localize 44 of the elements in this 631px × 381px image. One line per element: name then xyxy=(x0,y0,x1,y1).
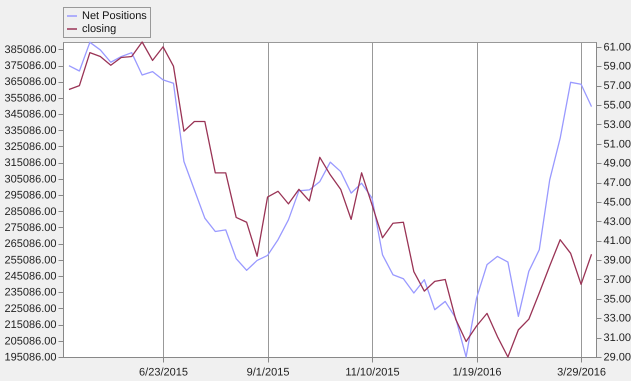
y2-tick-label: 29.00 xyxy=(604,352,631,364)
y2-tick-label: 55.00 xyxy=(604,100,631,112)
y-tick-label: 245086.00 xyxy=(4,270,56,283)
y2-tick-label: 47.00 xyxy=(604,177,631,190)
y2-tick-label: 49.00 xyxy=(604,158,631,170)
legend-label: Net Positions xyxy=(82,10,148,22)
x-tick-label: 3/29/2016 xyxy=(557,366,606,378)
y-tick-label: 355086.00 xyxy=(4,92,56,104)
y2-tick-label: 61.00 xyxy=(604,41,631,54)
y-tick-label: 345086.00 xyxy=(4,108,56,121)
y-tick-label: 225086.00 xyxy=(4,302,56,315)
x-tick-label: 9/1/2015 xyxy=(246,366,290,378)
y-tick-label: 335086.00 xyxy=(4,124,56,137)
legend-label: closing xyxy=(82,23,116,35)
y-tick-label: 215086.00 xyxy=(4,319,56,332)
y-tick-label: 205086.00 xyxy=(4,335,56,348)
x-tick-label: 1/19/2016 xyxy=(452,366,502,378)
y2-tick-label: 59.00 xyxy=(604,60,631,73)
y2-tick-label: 35.00 xyxy=(604,293,631,306)
y2-tick-label: 39.00 xyxy=(604,254,631,267)
x-tick-label: 6/23/2015 xyxy=(139,366,188,378)
y-tick-label: 305086.00 xyxy=(4,173,56,186)
y-tick-label: 275086.00 xyxy=(4,222,56,234)
y-tick-label: 285086.00 xyxy=(4,206,56,218)
y-tick-label: 195086.00 xyxy=(4,352,56,364)
y-tick-label: 255086.00 xyxy=(4,254,56,266)
y2-tick-label: 43.00 xyxy=(604,216,631,228)
y2-tick-label: 51.00 xyxy=(604,138,631,150)
y-tick-label: 325086.00 xyxy=(4,140,56,153)
y2-tick-label: 33.00 xyxy=(604,312,631,325)
y-tick-label: 265086.00 xyxy=(4,238,56,250)
y2-tick-label: 41.00 xyxy=(604,235,631,248)
y-tick-label: 295086.00 xyxy=(4,190,56,202)
y2-tick-label: 45.00 xyxy=(604,196,631,208)
y-tick-label: 385086.00 xyxy=(4,44,56,56)
y-tick-label: 235086.00 xyxy=(4,286,56,299)
y2-tick-label: 37.00 xyxy=(604,274,631,286)
x-tick-label: 11/10/2015 xyxy=(345,366,400,378)
y-tick-label: 315086.00 xyxy=(4,157,56,170)
y-tick-label: 375086.00 xyxy=(4,60,56,72)
y2-tick-label: 53.00 xyxy=(604,118,631,131)
y2-tick-label: 57.00 xyxy=(604,80,631,92)
y2-tick-label: 31.00 xyxy=(604,332,631,344)
y-tick-label: 365086.00 xyxy=(4,76,56,88)
